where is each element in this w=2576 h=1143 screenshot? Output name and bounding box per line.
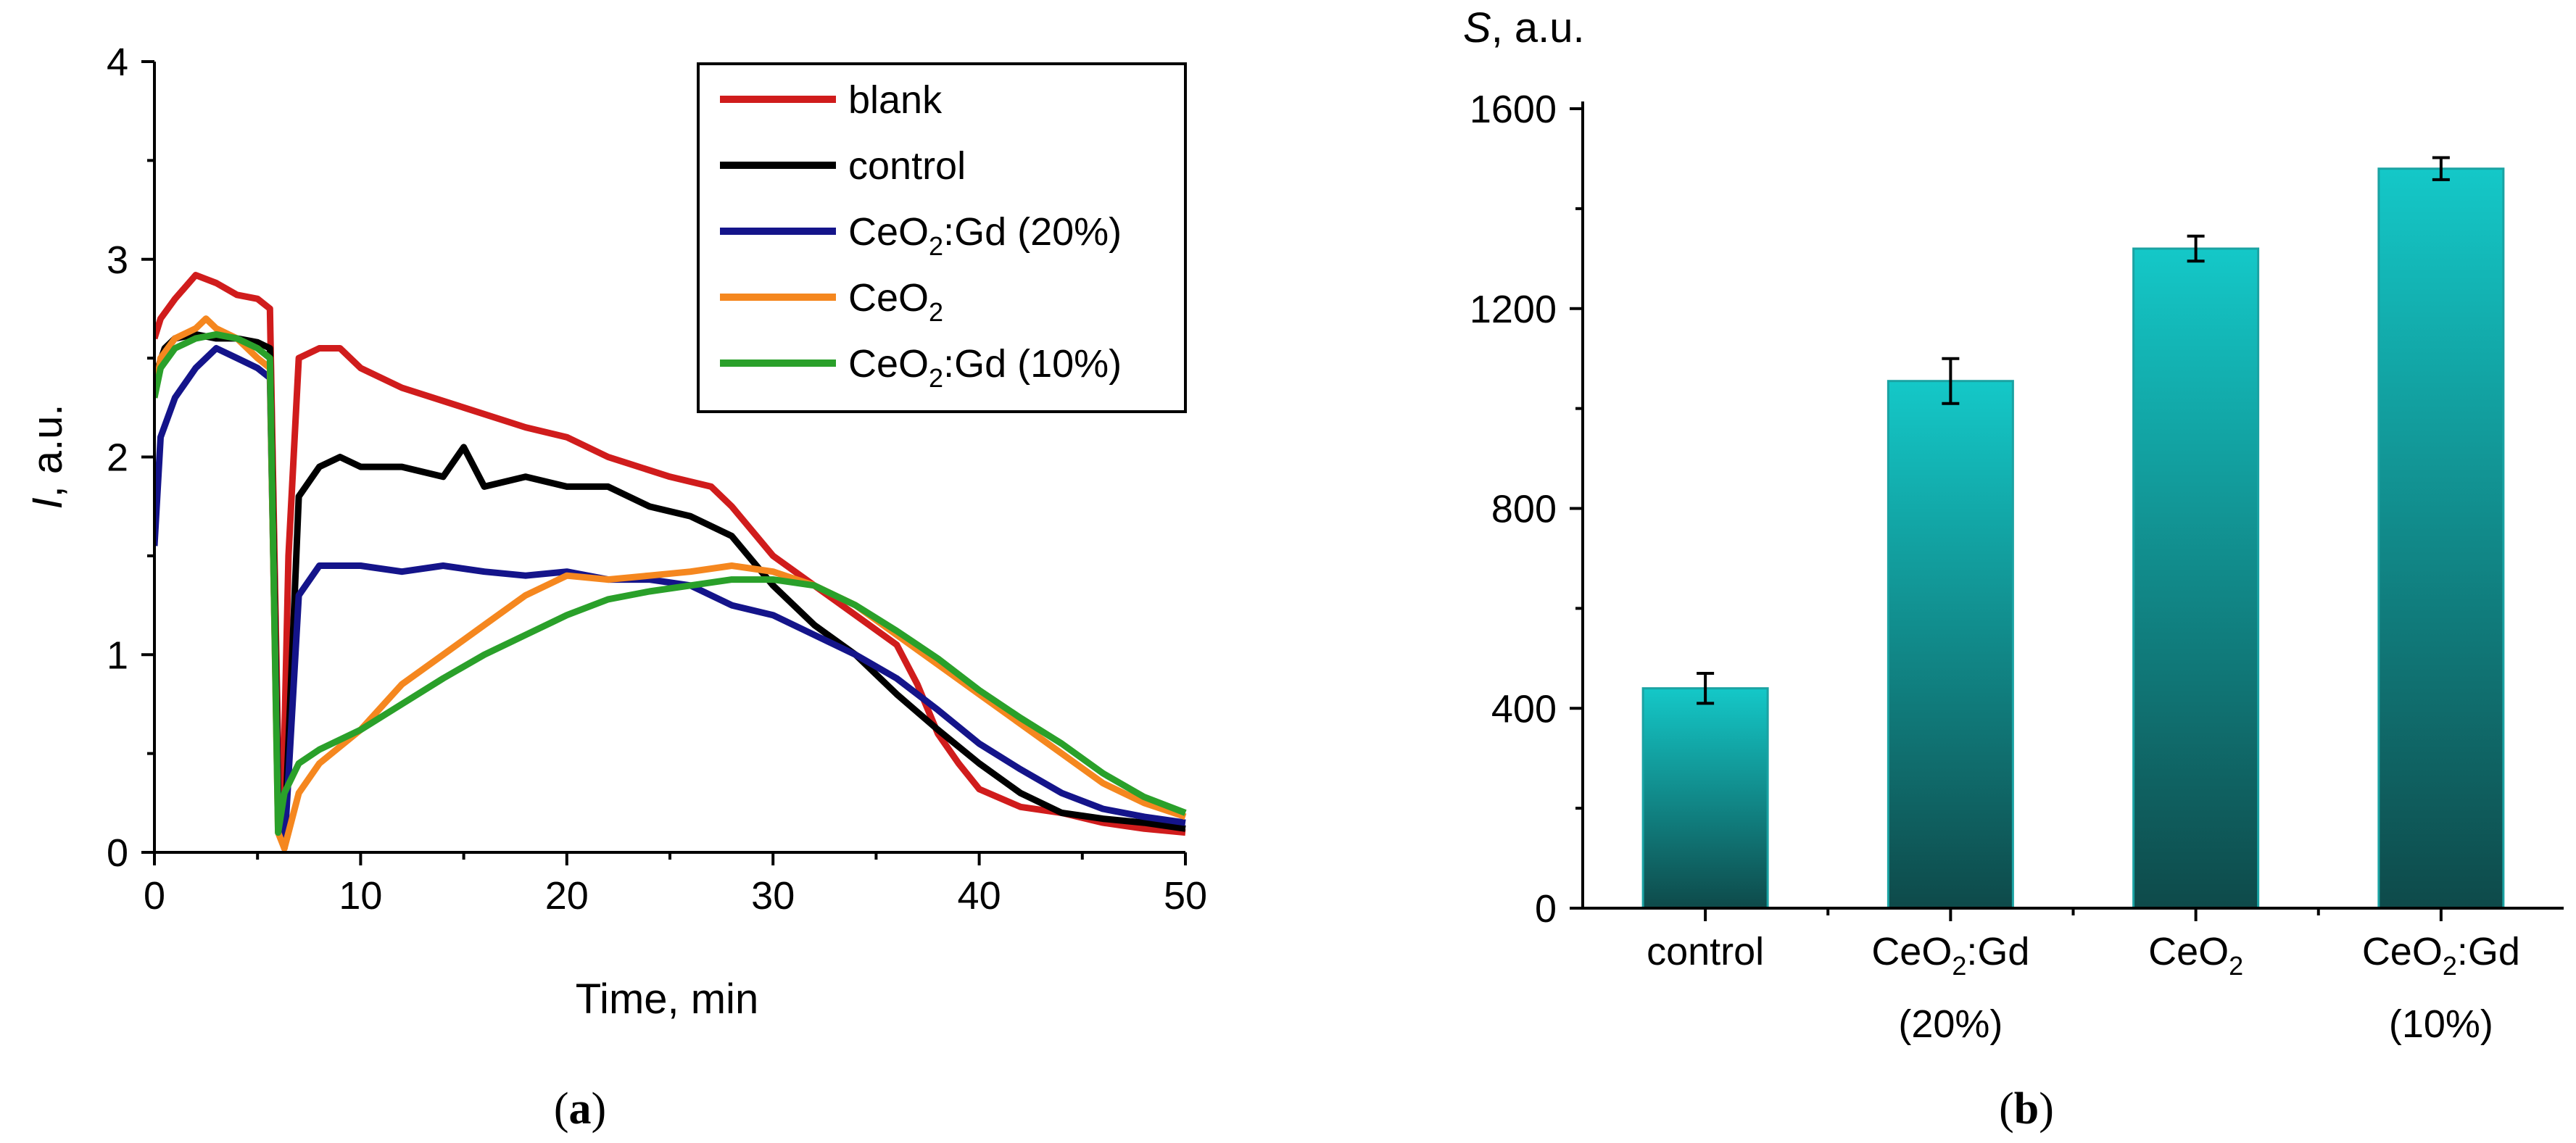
- y-axis-ticks-b: 0 400 800 1200 1600: [1470, 88, 1583, 931]
- series-line-1: [154, 331, 1186, 846]
- bar: [2377, 167, 2505, 910]
- bar: [1887, 380, 2014, 910]
- panel-b: 0 400 800 1200 1600 control CeO2:Gd (20%) CeO2 …: [1463, 4, 2564, 1134]
- y-tick-label: 1: [107, 633, 128, 677]
- legend-label: CeO2: [848, 276, 943, 327]
- legend-label: control: [848, 144, 966, 188]
- series-line-0: [154, 272, 1186, 836]
- legend-items: blank control CeO2:Gd (20%) CeO2 CeO2:Gd (1…: [720, 78, 1122, 393]
- y-tick-label: 0: [107, 831, 128, 875]
- legend: blank control CeO2:Gd (20%) CeO2 CeO2:Gd (1…: [697, 62, 1187, 413]
- x-tick-label: 10: [339, 874, 382, 918]
- series-line-4: [154, 331, 1187, 836]
- category-label: CeO2: [2148, 930, 2243, 981]
- y-tick-label-b: 800: [1491, 488, 1557, 531]
- y-tick-label-b: 400: [1491, 687, 1557, 731]
- category-label: CeO2:Gd: [2362, 930, 2520, 981]
- y-tick-label-b: 0: [1535, 887, 1557, 931]
- y-tick-label: 2: [107, 436, 128, 480]
- x-tick-label: 50: [1164, 874, 1207, 918]
- x-axis-ticks: 0 10 20 30 40 50: [144, 852, 1207, 918]
- line-series-group: [154, 272, 1187, 852]
- panel-a: 0 10 20 30 40 50 0 1 2 3 4 Time, min I, a.u. blan…: [24, 41, 1207, 1134]
- x-tick-label: 30: [751, 874, 795, 918]
- y-axis-ticks: 0 1 2 3 4: [107, 41, 154, 875]
- legend-label: CeO2:Gd (10%): [848, 342, 1122, 393]
- x-category-labels: control CeO2:Gd (20%) CeO2 CeO2:Gd (10%): [1647, 908, 2520, 1046]
- y-axis-title: I, a.u.: [24, 404, 71, 509]
- x-tick-label: 0: [144, 874, 165, 918]
- x-tick-label: 20: [545, 874, 589, 918]
- bar: [1641, 687, 1769, 910]
- bar-group: [1641, 156, 2505, 910]
- y-axis-title-b: S, a.u.: [1463, 4, 1585, 51]
- x-axis-title: Time, min: [576, 976, 758, 1023]
- y-tick-label-b: 1600: [1470, 88, 1557, 131]
- y-tick-label: 4: [107, 41, 128, 84]
- legend-label: CeO2:Gd (20%): [848, 210, 1122, 261]
- legend-label: blank: [848, 78, 943, 122]
- panel-a-label: (a): [554, 1084, 606, 1134]
- category-label: CeO2:Gd: [1871, 930, 2029, 981]
- bar: [2132, 247, 2260, 910]
- category-label-line2: (10%): [2389, 1002, 2493, 1046]
- category-label: control: [1647, 930, 1764, 973]
- series-line-2: [154, 345, 1186, 852]
- panel-b-label: (b): [1999, 1084, 2054, 1134]
- y-tick-label: 3: [107, 238, 128, 282]
- category-label-line2: (20%): [1898, 1002, 2003, 1046]
- x-tick-label: 40: [958, 874, 1001, 918]
- y-tick-label-b: 1200: [1470, 288, 1557, 331]
- legend-box: [697, 62, 1187, 413]
